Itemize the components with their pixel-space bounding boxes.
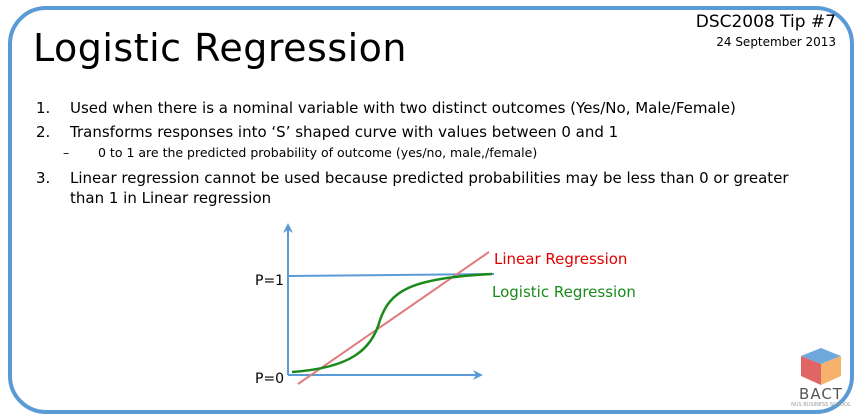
tip-label: DSC2008 Tip #7 — [695, 12, 836, 32]
logo-subtext: NUS BUSINESS SCHOOL — [791, 402, 851, 408]
logo-text: BACT — [799, 385, 843, 403]
y-top-label: P=1 — [255, 273, 284, 289]
tip-date: 24 September 2013 — [716, 35, 836, 49]
sub-bullet: – 0 to 1 are the predicted probability o… — [36, 144, 826, 162]
slide-title: Logistic Regression — [33, 26, 408, 70]
p1-line — [287, 273, 495, 277]
linear-regression-label: Linear Regression — [494, 250, 627, 268]
y-bottom-label: P=0 — [255, 371, 284, 387]
bullet-number: 3. — [36, 169, 51, 187]
bullet-text: Transforms responses into ‘S’ shaped cur… — [70, 123, 619, 141]
bullet-text: Used when there is a nominal variable wi… — [70, 99, 736, 117]
sub-bullet-text: 0 to 1 are the predicted probability of … — [98, 145, 538, 160]
bullet-point-3: 3. Linear regression cannot be used beca… — [36, 168, 826, 208]
bullet-point-1: 1. Used when there is a nominal variable… — [36, 98, 826, 118]
bullet-number: 1. — [36, 99, 51, 117]
cube-icon — [801, 348, 841, 385]
linear-regression-line — [297, 251, 490, 385]
bullet-number: 2. — [36, 123, 51, 141]
slide-frame — [8, 6, 854, 414]
bullet-point-2: 2. Transforms responses into ‘S’ shaped … — [36, 122, 826, 142]
sub-bullet-dash: – — [63, 145, 70, 160]
bullet-text: Linear regression cannot be used because… — [70, 169, 789, 207]
logistic-regression-curve — [291, 272, 493, 374]
bact-logo: BACT NUS BUSINESS SCHOOL — [786, 345, 856, 411]
logistic-regression-label: Logistic Regression — [492, 283, 636, 301]
bullet-list: 1. Used when there is a nominal variable… — [36, 98, 826, 212]
